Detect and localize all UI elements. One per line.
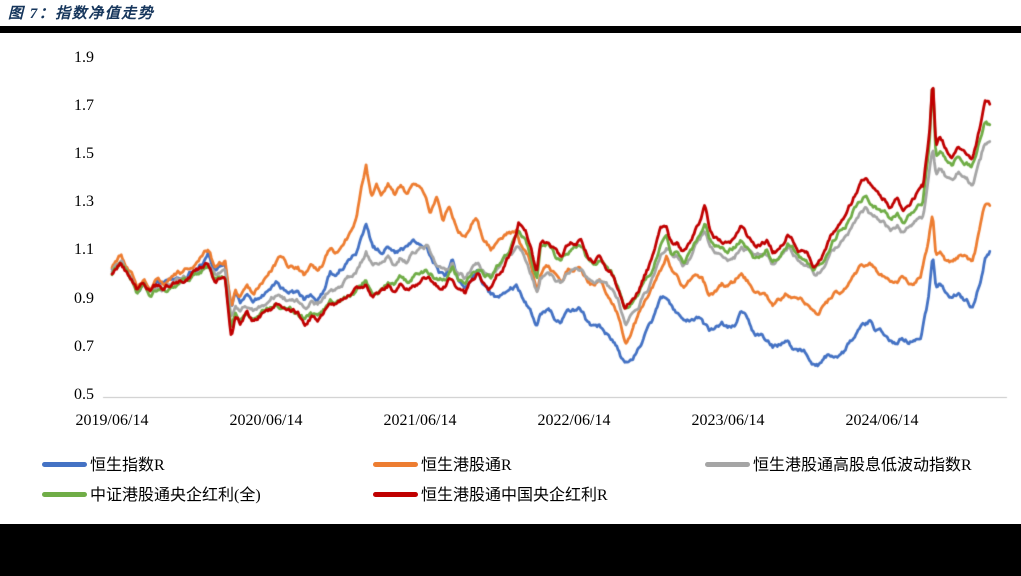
y-tick-label: 0.5 [74, 386, 94, 403]
legend-label: 恒生港股通中国央企红利R [421, 487, 608, 504]
line-chart-canvas [0, 33, 1021, 445]
y-tick-label: 1.7 [74, 96, 94, 114]
y-tick-label: 1.1 [74, 241, 94, 259]
legend-label: 恒生指数R [90, 457, 165, 474]
y-tick-label: 0.7 [74, 337, 94, 355]
x-tick-label: 2021/06/14 [383, 412, 457, 429]
y-tick-label: 0.9 [74, 289, 94, 307]
page-title: 图 7：指数净值走势 [8, 6, 155, 22]
y-tick-label: 1.9 [74, 48, 94, 66]
legend-swatch-gray [705, 462, 750, 468]
footer-bar [0, 524, 1021, 576]
legend-label: 恒生港股通高股息低波动指数R [753, 457, 972, 474]
legend-swatch-red [373, 492, 418, 498]
x-tick-label: 2019/06/14 [75, 412, 149, 429]
legend-item-high-div-low-vol: 恒生港股通高股息低波动指数R [705, 455, 972, 477]
x-tick-label: 2023/06/14 [691, 412, 765, 429]
legend-item-csi-soe-dividend: 中证港股通央企红利(全) [42, 485, 261, 507]
legend-item-hsi: 恒生指数R [42, 455, 165, 477]
legend-label: 中证港股通央企红利(全) [90, 487, 261, 504]
y-tick-label: 1.5 [74, 145, 94, 162]
legend-swatch-green [42, 492, 87, 498]
x-tick-label: 2020/06/14 [229, 412, 303, 429]
title-rule [0, 26, 1021, 33]
legend-item-hs-stock-connect: 恒生港股通R [373, 455, 512, 477]
y-tick-label: 1.3 [74, 193, 94, 211]
x-tick-label: 2022/06/14 [537, 412, 611, 429]
legend-swatch-orange [373, 462, 418, 468]
x-tick-label: 2024/06/14 [845, 412, 919, 429]
legend-swatch-blue [42, 462, 87, 468]
legend-label: 恒生港股通R [421, 457, 512, 474]
legend-item-hs-china-soe-dividend: 恒生港股通中国央企红利R [373, 485, 608, 507]
